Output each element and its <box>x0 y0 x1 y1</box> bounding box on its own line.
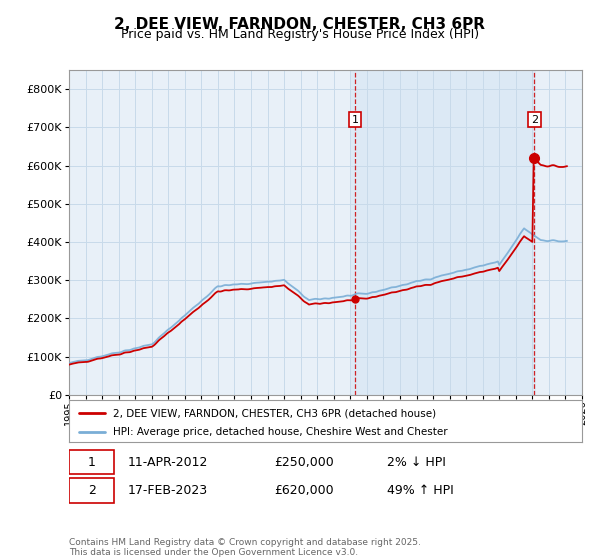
Text: 2: 2 <box>88 484 95 497</box>
Text: 11-APR-2012: 11-APR-2012 <box>128 455 208 469</box>
FancyBboxPatch shape <box>69 478 114 502</box>
FancyBboxPatch shape <box>69 450 114 474</box>
Text: 17-FEB-2023: 17-FEB-2023 <box>128 484 208 497</box>
Text: 1: 1 <box>352 115 358 125</box>
Text: HPI: Average price, detached house, Cheshire West and Chester: HPI: Average price, detached house, Ches… <box>113 427 447 437</box>
Text: 2: 2 <box>531 115 538 125</box>
Text: 1: 1 <box>88 455 95 469</box>
Text: Price paid vs. HM Land Registry's House Price Index (HPI): Price paid vs. HM Land Registry's House … <box>121 28 479 41</box>
Text: £250,000: £250,000 <box>274 455 334 469</box>
Text: 2, DEE VIEW, FARNDON, CHESTER, CH3 6PR: 2, DEE VIEW, FARNDON, CHESTER, CH3 6PR <box>115 17 485 32</box>
Text: 49% ↑ HPI: 49% ↑ HPI <box>387 484 454 497</box>
Bar <box>350 70 536 395</box>
Text: 2, DEE VIEW, FARNDON, CHESTER, CH3 6PR (detached house): 2, DEE VIEW, FARNDON, CHESTER, CH3 6PR (… <box>113 408 436 418</box>
Text: Contains HM Land Registry data © Crown copyright and database right 2025.
This d: Contains HM Land Registry data © Crown c… <box>69 538 421 557</box>
Text: £620,000: £620,000 <box>274 484 334 497</box>
Text: 2% ↓ HPI: 2% ↓ HPI <box>387 455 446 469</box>
